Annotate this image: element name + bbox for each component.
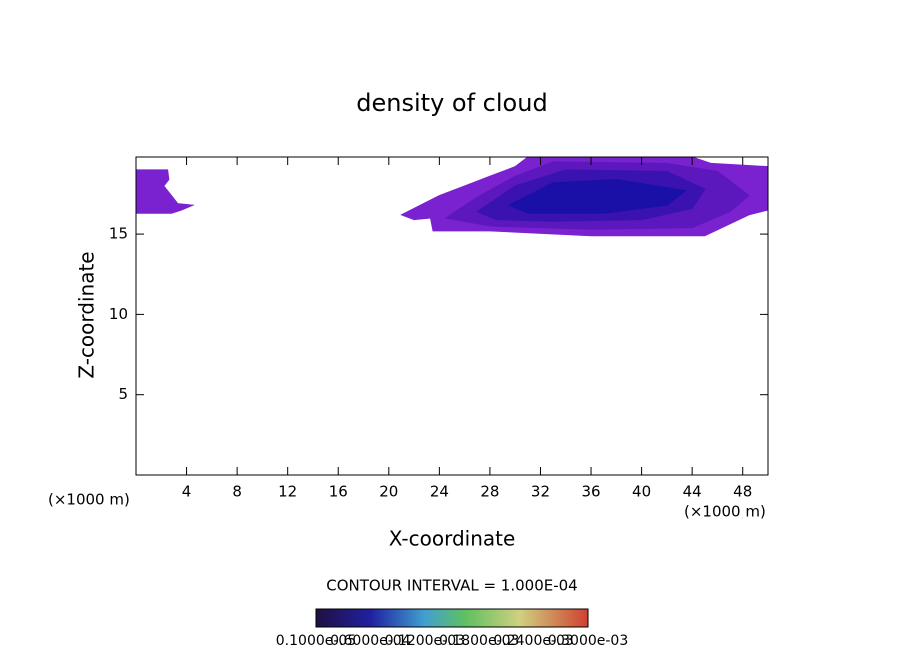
x-unit-label: (×1000 m) — [684, 503, 766, 521]
x-tick-label: 32 — [531, 483, 550, 501]
y-tick-label: 15 — [109, 225, 128, 243]
x-tick-label: 4 — [182, 483, 192, 501]
x-tick-label: 24 — [430, 483, 449, 501]
x-tick-label: 48 — [733, 483, 752, 501]
colorbar-label: 0.1000e-05 — [276, 633, 356, 649]
x-tick-label: 8 — [232, 483, 242, 501]
x-tick-label: 36 — [581, 483, 600, 501]
colorbar — [315, 608, 589, 628]
contour-region — [507, 178, 688, 214]
x-tick-label: 12 — [278, 483, 297, 501]
y-axis-label: Z-coordinate — [75, 251, 99, 378]
x-tick-label: 16 — [329, 483, 348, 501]
colorbar-label: 0.1200e-03 — [385, 633, 465, 649]
chart-title: density of cloud — [356, 89, 547, 117]
plot-frame — [135, 156, 769, 476]
x-tick-label: 28 — [480, 483, 499, 501]
contour-interval: CONTOUR INTERVAL = 1.000E-04 — [326, 577, 577, 595]
x-axis-label: X-coordinate — [389, 527, 516, 551]
colorbar-label: 0.1800e-03 — [439, 633, 519, 649]
x-tick-label: 20 — [379, 483, 398, 501]
y-tick-label: 5 — [118, 385, 128, 403]
x-tick-label: 44 — [683, 483, 702, 501]
colorbar-label: 0.3000e-03 — [548, 633, 628, 649]
y-tick-label: 10 — [109, 305, 128, 323]
colorbar-label: 0.6000e-04 — [330, 633, 411, 649]
contour-region — [135, 169, 195, 214]
x-tick-label: 40 — [632, 483, 651, 501]
colorbar-label: 0.2400e-03 — [493, 633, 573, 649]
y-unit-label: (×1000 m) — [48, 491, 130, 509]
